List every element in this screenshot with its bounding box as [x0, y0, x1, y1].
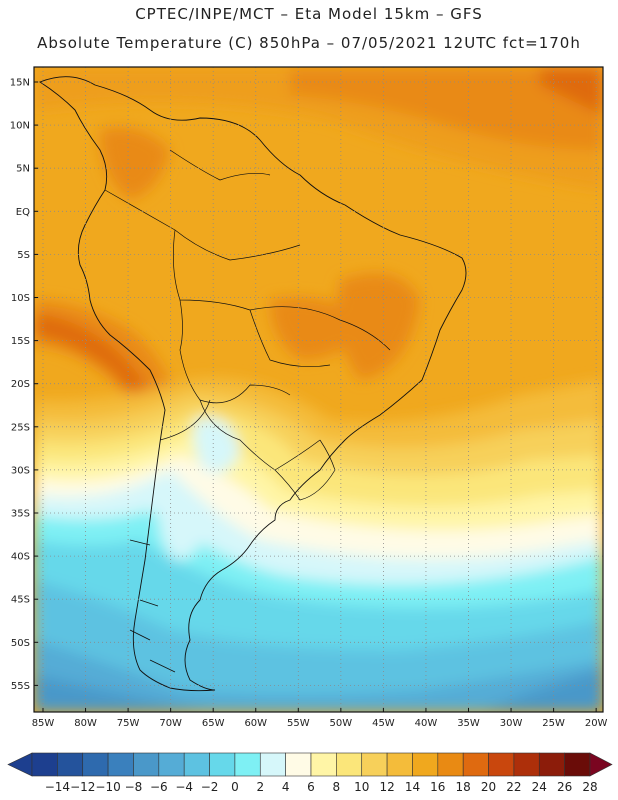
lon-tick-label: 60W: [244, 718, 267, 729]
lat-tick-label: 30S: [11, 465, 30, 476]
colorbar-bin: [31, 752, 58, 777]
colorbar-bin: [336, 752, 363, 777]
colorbar-bin: [564, 752, 591, 777]
colorbar-bin: [386, 752, 413, 777]
colorbar-label: 14: [405, 780, 420, 794]
colorbar-label: 18: [456, 780, 471, 794]
colorbar-bin: [133, 752, 160, 777]
colorbar-bin: [361, 752, 388, 777]
colorbar-label: 20: [481, 780, 496, 794]
lat-tick-label: 15N: [10, 78, 30, 89]
lon-tick-label: 25W: [542, 718, 565, 729]
lat-tick-label: 5S: [17, 250, 30, 261]
lat-tick-label: 20S: [11, 379, 30, 390]
lat-tick-label: 35S: [11, 509, 30, 520]
lat-tick-label: 15S: [11, 336, 30, 347]
colorbar-label: 24: [532, 780, 547, 794]
lat-tick-label: 40S: [11, 552, 30, 563]
lon-tick-label: 70W: [159, 718, 182, 729]
colorbar-bin: [57, 752, 84, 777]
colorbar-bin: [234, 752, 261, 777]
lon-tick-label: 40W: [415, 718, 438, 729]
colorbar-label: −4: [175, 780, 193, 794]
colorbar-label: −8: [125, 780, 143, 794]
lat-tick-label: 55S: [11, 681, 30, 692]
colorbar-bin: [462, 752, 489, 777]
graticule: [34, 67, 603, 712]
lon-tick-label: 20W: [585, 718, 608, 729]
colorbar-label: 6: [307, 780, 315, 794]
lon-tick-label: 55W: [287, 718, 310, 729]
colorbar-bin: [259, 752, 286, 777]
colorbar-bin: [82, 752, 109, 777]
colorbar-bin: [412, 752, 439, 777]
colorbar-bin: [285, 752, 312, 777]
colorbar-arrow-right: [589, 752, 613, 777]
colorbar-bin: [158, 752, 185, 777]
colorbar-label: 4: [282, 780, 290, 794]
colorbar-label: 22: [506, 780, 521, 794]
lon-tick-label: 35W: [457, 718, 480, 729]
colorbar-bin: [183, 752, 210, 777]
chart-title-line1: CPTEC/INPE/MCT – Eta Model 15km – GFS: [135, 5, 483, 23]
chart-title-line2: Absolute Temperature (C) 850hPa – 07/05/…: [37, 34, 581, 52]
colorbar-label: −2: [201, 780, 219, 794]
lat-tick-label: 45S: [11, 595, 30, 606]
colorbar-bin: [513, 752, 540, 777]
lat-tick-label: 5N: [16, 164, 30, 175]
lon-tick-label: 50W: [330, 718, 353, 729]
colorbar-label: 2: [256, 780, 264, 794]
lat-tick-label: 10S: [11, 293, 30, 304]
colorbar-bin: [209, 752, 236, 777]
colorbar-bin: [437, 752, 464, 777]
colorbar-bin: [310, 752, 337, 777]
lon-tick-label: 85W: [32, 718, 55, 729]
colorbar-label: −12: [70, 780, 95, 794]
coastlines: [39, 76, 467, 692]
map-frame: [33, 66, 604, 713]
colorbar-bin: [538, 752, 565, 777]
colorbar-label: −10: [95, 780, 120, 794]
lat-tick-label: 50S: [11, 638, 30, 649]
lat-tick-label: EQ: [16, 207, 30, 218]
country-borders: [104, 149, 391, 501]
colorbar-arrow-left: [7, 752, 33, 777]
colorbar-label: 12: [379, 780, 394, 794]
lon-tick-label: 80W: [74, 718, 97, 729]
lon-tick-label: 75W: [117, 718, 140, 729]
colorbar-label: 26: [557, 780, 572, 794]
lon-tick-label: 30W: [500, 718, 523, 729]
lat-tick-label: 25S: [11, 422, 30, 433]
colorbar-bin: [107, 752, 134, 777]
colorbar-label: 16: [430, 780, 445, 794]
lon-tick-label: 65W: [202, 718, 225, 729]
colorbar-label: 0: [231, 780, 239, 794]
temperature-field: [34, 67, 603, 712]
colorbar-label: −6: [150, 780, 168, 794]
colorbar: −14 −12 −10 −8 −6 −4 −2 0 2 4 6 8 10 12 14 16 18 20 22 24 26…: [7, 752, 613, 794]
colorbar-label: 28: [582, 780, 597, 794]
lon-tick-label: 45W: [372, 718, 395, 729]
colorbar-label: 8: [333, 780, 341, 794]
colorbar-label: −14: [45, 780, 70, 794]
lat-tick-label: 10N: [10, 121, 30, 132]
colorbar-label: 10: [354, 780, 369, 794]
colorbar-bin: [488, 752, 515, 777]
